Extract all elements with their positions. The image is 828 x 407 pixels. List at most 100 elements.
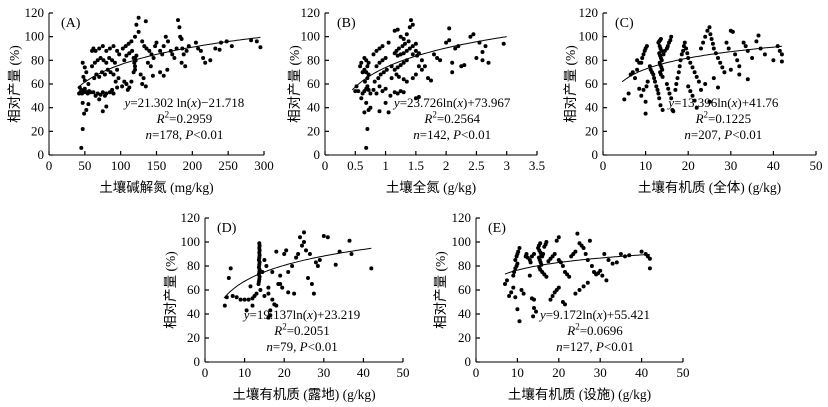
- data-point: [600, 273, 605, 278]
- y-tick-label: 60: [187, 282, 200, 297]
- data-point: [515, 261, 520, 266]
- y-tick-label: 20: [187, 330, 200, 345]
- x-tick-label: 100: [111, 158, 131, 173]
- data-point: [503, 282, 507, 286]
- data-point: [249, 38, 254, 43]
- data-point: [707, 99, 712, 104]
- data-point: [527, 273, 532, 278]
- data-point: [654, 84, 659, 89]
- data-point: [762, 52, 767, 57]
- sample-size-line: n=207, P<0.01: [684, 126, 763, 142]
- data-point: [398, 63, 403, 68]
- data-point: [556, 235, 561, 240]
- data-point: [684, 46, 689, 51]
- data-point: [639, 93, 644, 98]
- x-tick-label: 20: [552, 365, 565, 380]
- data-point: [254, 291, 259, 296]
- y-axis-label: 相对产量 (%): [163, 251, 178, 329]
- data-point: [244, 308, 249, 313]
- data-point: [133, 34, 137, 39]
- data-point: [300, 243, 304, 248]
- data-point: [575, 231, 580, 236]
- fit-curve: [77, 36, 261, 89]
- data-point: [84, 70, 89, 75]
- x-tick-label: 10: [639, 158, 652, 173]
- data-point: [183, 64, 188, 69]
- data-point: [201, 56, 206, 60]
- data-point: [686, 84, 691, 89]
- data-point: [151, 56, 156, 60]
- data-point: [532, 297, 536, 302]
- data-point: [388, 93, 393, 98]
- data-point: [112, 60, 117, 65]
- data-point: [701, 40, 706, 45]
- data-point: [97, 46, 102, 51]
- x-tick-label: 40: [767, 158, 780, 173]
- data-point: [675, 76, 680, 81]
- data-point: [745, 77, 750, 82]
- data-point: [177, 25, 182, 30]
- data-point: [131, 56, 136, 60]
- data-point: [116, 76, 121, 81]
- data-point: [104, 91, 109, 96]
- data-point: [658, 37, 663, 41]
- x-tick-label: 3.5: [529, 158, 545, 173]
- data-point: [779, 52, 784, 57]
- data-point: [384, 67, 389, 72]
- data-point: [741, 40, 746, 45]
- y-tick-label: 60: [458, 282, 471, 297]
- data-point: [563, 302, 567, 307]
- data-point: [100, 109, 105, 114]
- data-point: [368, 91, 373, 96]
- data-point: [401, 77, 406, 82]
- data-point: [709, 37, 714, 41]
- data-point: [111, 44, 116, 49]
- x-axis-label: 土壤碱解氮 (mg/kg): [99, 180, 214, 195]
- data-point: [383, 86, 388, 91]
- data-point: [538, 241, 543, 246]
- data-point: [708, 32, 713, 37]
- data-point: [296, 252, 301, 256]
- x-tick-label: 20: [278, 365, 291, 380]
- r-squared-line: R2=0.2564: [424, 109, 480, 126]
- data-point: [143, 84, 148, 89]
- data-point: [735, 58, 740, 63]
- data-point: [124, 53, 129, 58]
- data-point: [143, 19, 148, 24]
- data-point: [362, 110, 367, 115]
- data-point: [726, 46, 731, 51]
- r-squared-line: R2=0.0696: [567, 321, 623, 338]
- data-point: [392, 28, 397, 33]
- data-point: [645, 79, 650, 84]
- data-point: [80, 100, 85, 105]
- r-squared-line: R2=0.1225: [695, 109, 752, 126]
- x-tick-label: 250: [218, 158, 238, 173]
- data-point: [674, 82, 679, 86]
- data-point: [140, 82, 145, 86]
- data-point: [673, 87, 678, 92]
- plot-canvas-b: 0 20 40 60 80 100 120 0 0.5 1 1.5 2 2.5 3 3.5: [301, 5, 546, 173]
- plot-canvas-a: 0 20 40 60 80 100 120 0 50 100 150 200 250 300: [25, 5, 274, 173]
- data-point: [505, 278, 509, 283]
- data-point: [633, 76, 637, 81]
- data-point: [359, 60, 364, 65]
- x-tick-label: 1: [382, 158, 389, 173]
- data-point: [554, 238, 559, 243]
- plot-canvas-c: 0 20 40 60 80 100 120 0 10 20 30 40 50: [579, 5, 823, 173]
- data-point: [560, 264, 565, 268]
- x-tick-label: 50: [78, 158, 91, 173]
- data-point: [401, 90, 406, 95]
- data-point: [304, 248, 308, 253]
- data-point: [404, 48, 409, 53]
- data-point: [380, 89, 385, 94]
- x-tick-label: 30: [317, 365, 330, 380]
- data-point: [483, 44, 488, 49]
- data-point: [754, 39, 759, 44]
- data-point: [515, 307, 520, 312]
- data-point: [660, 108, 665, 112]
- y-tick-label: 40: [31, 100, 44, 115]
- data-point: [429, 78, 433, 83]
- y-tick-label: 100: [579, 29, 599, 44]
- data-point: [507, 294, 512, 298]
- data-point: [349, 252, 354, 256]
